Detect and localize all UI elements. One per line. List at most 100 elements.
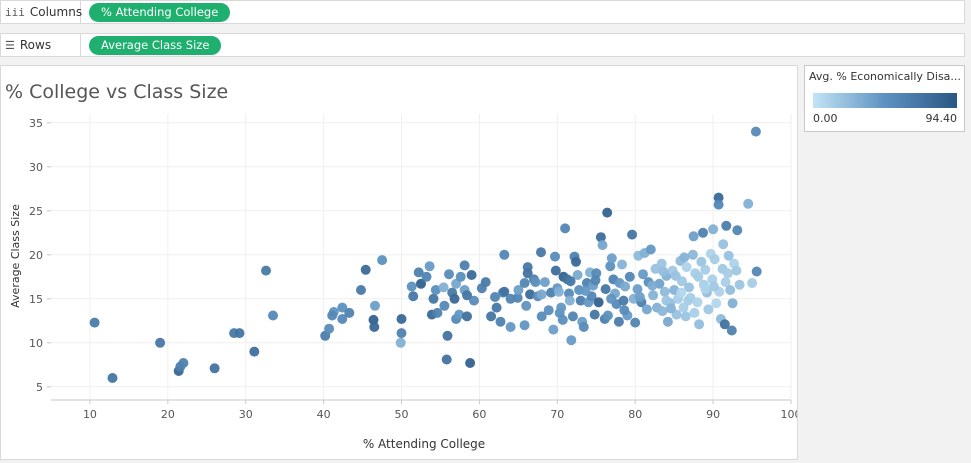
rows-pill[interactable]: Average Class Size bbox=[89, 36, 222, 55]
scatter-point[interactable] bbox=[747, 278, 758, 288]
scatter-point[interactable] bbox=[89, 317, 100, 328]
scatter-point[interactable] bbox=[505, 322, 516, 332]
scatter-point[interactable] bbox=[580, 285, 591, 296]
scatter-point[interactable] bbox=[726, 325, 737, 336]
scatter-point[interactable] bbox=[645, 244, 656, 255]
scatter-point[interactable] bbox=[719, 319, 730, 330]
scatter-point[interactable] bbox=[377, 255, 388, 266]
scatter-point[interactable] bbox=[630, 317, 641, 328]
scatter-point[interactable] bbox=[396, 328, 407, 339]
scatter-point[interactable] bbox=[734, 279, 745, 290]
scatter-point[interactable] bbox=[698, 227, 708, 238]
scatter-point[interactable] bbox=[713, 192, 724, 203]
scatter-point[interactable] bbox=[428, 293, 439, 304]
scatter-point[interactable] bbox=[442, 330, 453, 341]
scatter-point[interactable] bbox=[692, 297, 703, 308]
scatter-point[interactable] bbox=[688, 231, 699, 242]
scatter-point[interactable] bbox=[657, 306, 668, 317]
scatter-point[interactable] bbox=[680, 311, 691, 322]
scatter-point[interactable] bbox=[619, 305, 630, 316]
scatter-point[interactable] bbox=[327, 310, 338, 321]
scatter-point[interactable] bbox=[659, 286, 670, 297]
scatter-point[interactable] bbox=[560, 223, 571, 234]
scatter-point[interactable] bbox=[369, 322, 380, 332]
scatter-point[interactable] bbox=[590, 275, 601, 286]
scatter-point[interactable] bbox=[406, 281, 417, 292]
scatter-point[interactable] bbox=[656, 258, 667, 269]
scatter-point[interactable] bbox=[722, 268, 733, 279]
scatter-point[interactable] bbox=[732, 225, 743, 236]
scatter-point[interactable] bbox=[499, 286, 510, 297]
scatter-point[interactable] bbox=[731, 265, 742, 276]
scatter-point[interactable] bbox=[648, 290, 659, 301]
scatter-point[interactable] bbox=[708, 224, 719, 235]
scatter-point[interactable] bbox=[539, 277, 550, 288]
points-layer[interactable] bbox=[89, 126, 762, 383]
scatter-point[interactable] bbox=[462, 290, 472, 301]
scatter-point[interactable] bbox=[499, 249, 510, 260]
scatter-point[interactable] bbox=[689, 307, 700, 318]
scatter-point[interactable] bbox=[209, 363, 220, 374]
scatter-point[interactable] bbox=[249, 346, 260, 357]
scatter-point[interactable] bbox=[556, 302, 567, 313]
scatter-point[interactable] bbox=[424, 261, 435, 272]
scatter-point[interactable] bbox=[430, 285, 441, 295]
scatter-point[interactable] bbox=[711, 298, 722, 309]
scatter-point[interactable] bbox=[495, 316, 506, 327]
scatter-point[interactable] bbox=[600, 284, 611, 295]
scatter-point[interactable] bbox=[356, 285, 366, 295]
scatter-point[interactable] bbox=[178, 358, 189, 368]
scatter-point[interactable] bbox=[439, 300, 450, 311]
scatter-point[interactable] bbox=[606, 293, 617, 304]
scatter-point[interactable] bbox=[459, 260, 470, 271]
scatter-point[interactable] bbox=[564, 295, 575, 306]
scatter-point[interactable] bbox=[718, 239, 729, 250]
scatter-point[interactable] bbox=[337, 314, 348, 324]
scatter-point[interactable] bbox=[727, 298, 738, 309]
scatter-point[interactable] bbox=[709, 254, 720, 265]
scatter-point[interactable] bbox=[678, 302, 689, 313]
scatter-point[interactable] bbox=[155, 337, 166, 348]
scatter-point[interactable] bbox=[750, 126, 761, 137]
scatter-point[interactable] bbox=[617, 259, 627, 270]
scatter-point[interactable] bbox=[441, 354, 452, 365]
scatter-point[interactable] bbox=[571, 256, 581, 267]
scatter-point[interactable] bbox=[557, 314, 568, 325]
scatter-point[interactable] bbox=[618, 295, 629, 306]
scatter-point[interactable] bbox=[490, 292, 500, 302]
scatter-point[interactable] bbox=[522, 268, 533, 279]
scatter-point[interactable] bbox=[469, 295, 479, 306]
scatter-point[interactable] bbox=[693, 271, 704, 282]
scatter-point[interactable] bbox=[572, 270, 583, 280]
scatter-point[interactable] bbox=[725, 285, 736, 295]
scatter-point[interactable] bbox=[597, 240, 608, 251]
scatter-point[interactable] bbox=[455, 271, 466, 282]
scatter-point[interactable] bbox=[641, 304, 652, 315]
scatter-point[interactable] bbox=[602, 207, 613, 218]
scatter-point[interactable] bbox=[480, 277, 491, 288]
scatter-point[interactable] bbox=[606, 253, 617, 264]
scatter-point[interactable] bbox=[567, 311, 578, 322]
scatter-point[interactable] bbox=[360, 264, 371, 275]
scatter-point[interactable] bbox=[491, 302, 502, 313]
color-legend[interactable]: Avg. % Economically Disa... 0.00 94.40 bbox=[804, 65, 965, 132]
scatter-point[interactable] bbox=[713, 199, 724, 210]
scatter-point[interactable] bbox=[395, 337, 406, 348]
scatter-point[interactable] bbox=[525, 289, 536, 300]
scatter-point[interactable] bbox=[416, 278, 426, 289]
scatter-point[interactable] bbox=[466, 270, 477, 280]
scatter-point[interactable] bbox=[553, 286, 564, 297]
scatter-point[interactable] bbox=[408, 291, 419, 302]
scatter-point[interactable] bbox=[413, 267, 424, 278]
scatter-point[interactable] bbox=[595, 232, 606, 243]
scatter-point[interactable] bbox=[684, 282, 694, 293]
scatter-point[interactable] bbox=[519, 278, 530, 288]
scatter-point[interactable] bbox=[662, 316, 673, 327]
scatter-point[interactable] bbox=[521, 300, 532, 311]
scatter-point[interactable] bbox=[465, 358, 476, 368]
scatter-point[interactable] bbox=[627, 229, 638, 240]
scatter-point[interactable] bbox=[700, 264, 711, 275]
scatter-point[interactable] bbox=[396, 314, 407, 324]
scatter-point[interactable] bbox=[638, 269, 648, 280]
scatter-point[interactable] bbox=[679, 252, 690, 263]
